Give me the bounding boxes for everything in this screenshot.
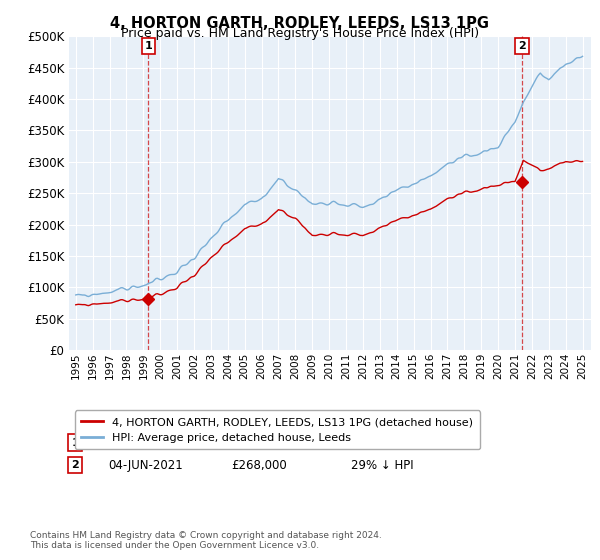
Text: 2: 2 bbox=[518, 41, 526, 51]
Text: £81,000: £81,000 bbox=[231, 436, 279, 449]
Text: 04-JUN-2021: 04-JUN-2021 bbox=[108, 459, 183, 472]
Text: 16-APR-1999: 16-APR-1999 bbox=[108, 436, 184, 449]
Legend: 4, HORTON GARTH, RODLEY, LEEDS, LS13 1PG (detached house), HPI: Average price, d: 4, HORTON GARTH, RODLEY, LEEDS, LS13 1PG… bbox=[74, 410, 480, 449]
Text: 1: 1 bbox=[145, 41, 152, 51]
Text: 4, HORTON GARTH, RODLEY, LEEDS, LS13 1PG: 4, HORTON GARTH, RODLEY, LEEDS, LS13 1PG bbox=[110, 16, 490, 31]
Text: 29% ↓ HPI: 29% ↓ HPI bbox=[351, 459, 413, 472]
Text: 1: 1 bbox=[71, 437, 79, 447]
Text: 2: 2 bbox=[71, 460, 79, 470]
Text: £268,000: £268,000 bbox=[231, 459, 287, 472]
Text: 18% ↓ HPI: 18% ↓ HPI bbox=[351, 436, 413, 449]
Text: Price paid vs. HM Land Registry's House Price Index (HPI): Price paid vs. HM Land Registry's House … bbox=[121, 27, 479, 40]
Text: Contains HM Land Registry data © Crown copyright and database right 2024.
This d: Contains HM Land Registry data © Crown c… bbox=[30, 530, 382, 550]
